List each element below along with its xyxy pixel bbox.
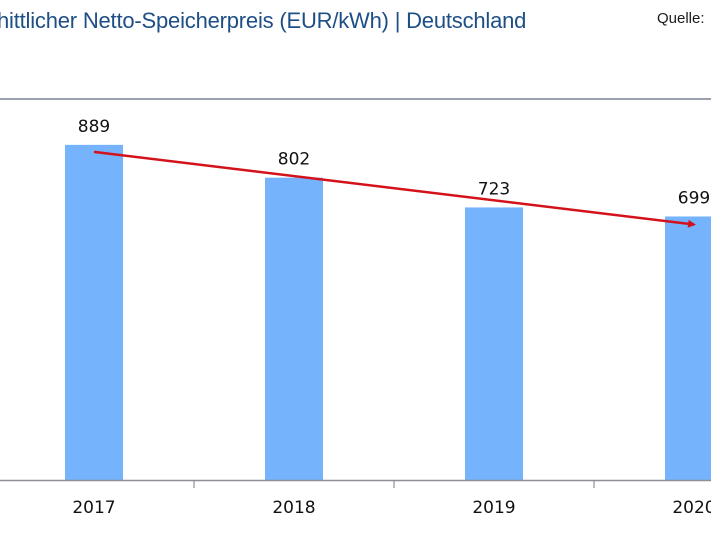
data-label-2017: 889 [78, 117, 110, 137]
bar-2019 [465, 207, 523, 480]
bar-2020 [665, 216, 711, 480]
bar-2017 [65, 144, 123, 481]
bar-chart: 889 2017 802 2018 723 2019 699 2020 [0, 117, 711, 518]
data-label-2018: 802 [278, 150, 310, 170]
chart-title: hittlicher Netto-Speicherpreis (EUR/kWh)… [0, 8, 527, 33]
trend-arrow [93, 150, 696, 228]
data-label-2019: 723 [478, 179, 510, 199]
source-label: Quelle: [657, 10, 705, 27]
x-tick-label-2018: 2018 [272, 498, 315, 518]
x-tick-label-2020: 2020 [672, 498, 711, 518]
x-tick-label-2017: 2017 [72, 498, 115, 518]
bar-2018 [265, 177, 323, 480]
data-label-2020: 699 [678, 188, 710, 208]
chart-plot-area: 889 2017 802 2018 723 2019 699 2020 [0, 100, 711, 533]
chart-header: hittlicher Netto-Speicherpreis (EUR/kWh)… [0, 0, 711, 100]
x-tick-label-2019: 2019 [472, 498, 515, 518]
